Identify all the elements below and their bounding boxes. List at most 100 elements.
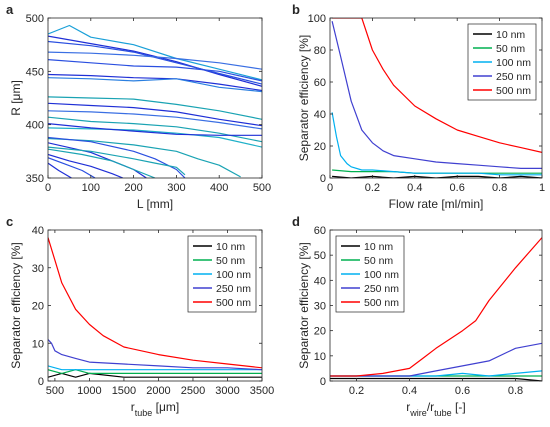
x-tick-label: 100 (82, 182, 100, 194)
series-line-100-nm (331, 112, 542, 176)
x-tick-label: 0.4 (407, 182, 422, 194)
series-line-17 (48, 148, 156, 178)
y-axis-label: Separator efficiency [%] (9, 242, 23, 369)
x-axis-label: L [mm] (137, 197, 173, 211)
x-axis-label: Flow rate [ml/min] (389, 197, 484, 211)
y-tick-label: 30 (314, 301, 326, 313)
legend-entry: 500 nm (364, 297, 399, 309)
series-line-20 (48, 162, 72, 178)
y-axis-label: Separator efficiency [%] (297, 242, 311, 369)
y-tick-label: 60 (314, 77, 326, 89)
y-tick-label: 0 (320, 173, 326, 185)
series-line-5 (48, 59, 262, 82)
legend-entry: 500 nm (496, 85, 531, 97)
y-tick-label: 20 (314, 326, 326, 338)
y-tick-label: 100 (308, 13, 326, 25)
y-tick-label: 40 (314, 109, 326, 121)
legend-entry: 50 nm (364, 255, 393, 267)
y-tick-label: 60 (314, 225, 326, 237)
series-line-500-nm (332, 18, 542, 153)
y-axis-label: Separator efficiency [%] (297, 35, 311, 162)
x-tick-label: 1 (539, 182, 545, 194)
series-line-21 (48, 146, 186, 176)
series-line-500-nm (330, 237, 542, 377)
series-line-50-nm (48, 369, 262, 374)
x-tick-label: 0.6 (450, 182, 465, 194)
panel-label: d (292, 214, 300, 229)
panel-a: 0 100 200 300 400 500 350 400 450 500 L [mm] R [μm]… (6, 2, 271, 211)
y-tick-label: 50 (314, 250, 326, 262)
legend: 10 nm 50 nm 100 nm 250 nm 500 nm (335, 235, 405, 313)
y-tick-label: 80 (314, 45, 326, 57)
series-line-3 (48, 24, 262, 81)
legend-entry: 250 nm (364, 283, 399, 295)
y-tick-label: 30 (32, 263, 44, 275)
axes-frame (47, 17, 263, 179)
legend-entry: 50 nm (496, 43, 525, 55)
y-tick-label: 500 (26, 13, 44, 25)
legend-entry: 500 nm (216, 297, 251, 309)
x-tick-label: 0.2 (365, 182, 380, 194)
legend: 10 nm 50 nm 100 nm 250 nm 500 nm (187, 235, 257, 313)
series-line-15 (48, 136, 186, 178)
series-line-250-nm (331, 21, 542, 169)
series-line-11 (48, 116, 262, 143)
x-tick-label: 2000 (146, 385, 170, 397)
series-line-9 (48, 102, 262, 127)
x-tick-label: 500 (46, 385, 64, 397)
y-tick-label: 20 (32, 301, 44, 313)
x-tick-label: 0.6 (455, 385, 470, 397)
y-axis-label: R [μm] (9, 80, 23, 116)
x-tick-label: 0 (45, 182, 51, 194)
axes-frame (329, 17, 543, 179)
y-tick-label: 350 (26, 173, 44, 185)
y-tick-label: 40 (32, 225, 44, 237)
x-tick-label: 400 (210, 182, 228, 194)
series-line-10-nm (48, 372, 262, 378)
series-group (330, 237, 542, 381)
y-tick-label: 20 (314, 141, 326, 153)
x-tick-label: 0.2 (349, 385, 364, 397)
legend-entry: 100 nm (216, 269, 251, 281)
panel-label: a (6, 2, 14, 17)
series-line-10-nm (330, 377, 542, 381)
panel-label: b (292, 2, 300, 17)
legend-entry: 250 nm (216, 283, 251, 295)
y-tick-label: 10 (32, 338, 44, 350)
x-tick-label: 0.8 (508, 385, 523, 397)
legend-entry: 10 nm (364, 241, 393, 253)
series-line-19 (48, 157, 96, 178)
series-line-18 (48, 153, 124, 178)
x-tick-label: 0 (327, 182, 333, 194)
series-line-8 (48, 96, 262, 120)
x-tick-label: 1000 (77, 385, 101, 397)
y-tick-label: 10 (314, 351, 326, 363)
series-line-500-nm (48, 237, 262, 369)
y-tick-label: 450 (26, 66, 44, 78)
series-line-14 (48, 137, 241, 178)
legend: 10 nm 50 nm 100 nm 250 nm 500 nm (467, 23, 537, 101)
series-line-6 (48, 73, 262, 92)
x-tick-label: 200 (124, 182, 142, 194)
x-axis-label: rwire/rtube [-] (406, 400, 465, 418)
series-group (48, 24, 262, 178)
x-tick-label: 0.8 (492, 182, 507, 194)
x-tick-label: 3000 (215, 385, 239, 397)
y-tick-label: 0 (320, 376, 326, 388)
series-line-13 (48, 123, 262, 136)
legend-entry: 10 nm (496, 29, 525, 41)
series-line-4 (48, 51, 262, 70)
y-tick-label: 400 (26, 120, 44, 132)
legend-entry: 100 nm (496, 57, 531, 69)
panel-b: 0 0.2 0.4 0.6 0.8 1 0 20 40 60 80 100 Flow rate [ml/… (292, 2, 545, 211)
series-line-10-nm (332, 175, 542, 178)
series-group (331, 18, 542, 178)
panel-d: 0.2 0.4 0.6 0.8 0 10 20 30 40 50 60 rwire/rtube [-]… (292, 214, 543, 418)
series-group (48, 237, 262, 378)
panel-label: c (6, 214, 13, 229)
y-tick-label: 0 (38, 376, 44, 388)
y-tick-label: 40 (314, 275, 326, 287)
x-axis-label: rtube [μm] (131, 400, 179, 418)
series-line-10 (48, 110, 262, 130)
